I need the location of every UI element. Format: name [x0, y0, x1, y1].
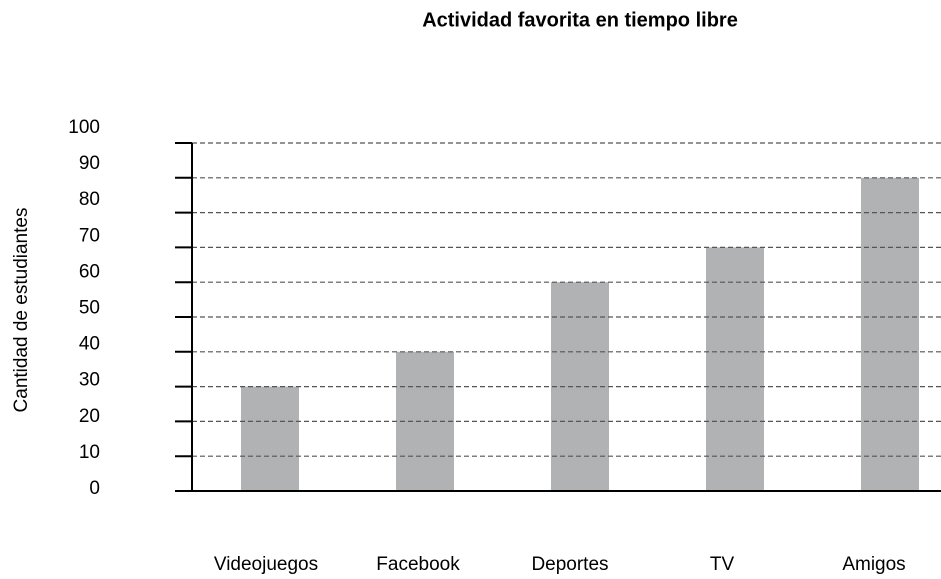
y-tick-label: 50 — [79, 298, 100, 319]
bar — [241, 386, 299, 491]
x-tick-label: Facebook — [376, 554, 460, 575]
y-tick-label: 80 — [79, 189, 100, 210]
y-tick-label: 20 — [79, 406, 100, 427]
y-tick-label: 40 — [79, 334, 100, 355]
chart-title: Actividad favorita en tiempo libre — [422, 9, 738, 31]
y-tick-label: 10 — [79, 442, 100, 463]
x-tick-label: Deportes — [531, 554, 608, 575]
y-axis-label: Cantidad de estudiantes — [11, 208, 32, 413]
bar — [861, 177, 919, 492]
x-tick-label: TV — [710, 554, 735, 575]
y-tick-label: 70 — [79, 225, 100, 246]
x-tick-label: Amigos — [842, 554, 905, 575]
x-tick-label: Videojuegos — [214, 554, 318, 575]
y-tick-label: 100 — [68, 117, 100, 138]
y-tick-label: 0 — [89, 478, 100, 499]
y-tick-label: 30 — [79, 370, 100, 391]
bar — [706, 247, 764, 491]
y-tick-label: 90 — [79, 153, 100, 174]
y-tick-label: 60 — [79, 261, 100, 282]
